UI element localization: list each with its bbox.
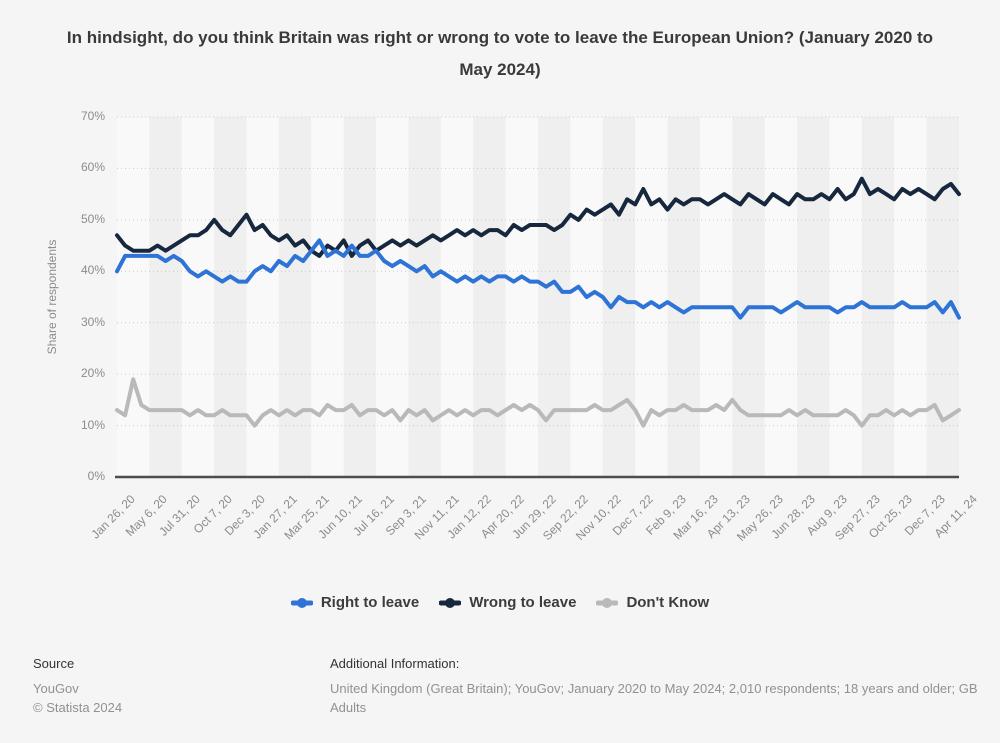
plot-band	[732, 117, 765, 477]
plot-band	[667, 117, 700, 477]
plot-band	[699, 117, 733, 477]
y-tick-label: 40%	[80, 263, 105, 278]
plot-band	[926, 117, 959, 477]
series-line-wrong-to-leave	[115, 176, 961, 258]
legend-item-right-to-leave: Right to leave	[290, 594, 420, 611]
plot-band	[473, 117, 506, 477]
plot-band	[278, 117, 312, 477]
plot-band	[181, 117, 215, 477]
legend-label-right-to-leave: Right to leave	[320, 594, 420, 611]
legend-label-wrong-to-leave: Wrong to leave	[469, 594, 577, 611]
additional-information-text: United Kingdom (Great Britain); YouGov; …	[330, 681, 978, 715]
series-line-don-t-know	[115, 377, 961, 428]
legend-marker-dont-know-icon	[596, 597, 619, 608]
source-label: Source	[33, 656, 75, 671]
legend: Right to leave Wrong to leave Don't Know	[0, 594, 1000, 611]
y-tick-label: 20%	[80, 366, 105, 381]
y-tick-label: 30%	[80, 314, 105, 329]
plot-band	[829, 117, 862, 477]
plot-band	[311, 117, 344, 477]
source-name: YouGov	[33, 681, 79, 696]
legend-label-dont-know: Don't Know	[626, 594, 710, 611]
plot-band	[343, 117, 377, 477]
y-tick-label: 70%	[80, 109, 105, 123]
plot-band	[764, 117, 798, 477]
y-tick-label: 60%	[80, 160, 105, 175]
footer: Source YouGov © Statista 2024 Additional…	[33, 656, 985, 717]
legend-item-wrong-to-leave: Wrong to leave	[439, 594, 576, 611]
plot-band	[117, 117, 150, 477]
plot-band	[538, 117, 571, 477]
y-tick-label: 10%	[80, 417, 105, 432]
plot-band	[408, 117, 441, 477]
y-axis-title: Share of respondents	[45, 239, 59, 355]
source-block: Source YouGov © Statista 2024	[33, 656, 330, 717]
legend-marker-wrong-to-leave-icon	[439, 597, 462, 608]
additional-information-label: Additional Information:	[330, 656, 460, 671]
plot-band	[149, 117, 182, 477]
legend-marker-right-to-leave-icon	[290, 597, 313, 608]
plot-band	[861, 117, 895, 477]
copyright: © Statista 2024	[33, 700, 123, 715]
plot-band	[376, 117, 409, 477]
plot-band	[894, 117, 927, 477]
plot-band	[797, 117, 830, 477]
chart-title: In hindsight, do you think Britain was r…	[66, 28, 934, 79]
plot-band	[214, 117, 247, 477]
legend-item-dont-know: Don't Know	[596, 594, 709, 611]
series-line-right-to-leave	[115, 238, 961, 320]
y-tick-label: 50%	[80, 211, 105, 226]
plot-band	[505, 117, 538, 477]
y-tick-label: 0%	[87, 469, 105, 483]
additional-information-block: Additional Information: United Kingdom (…	[330, 656, 985, 717]
plot-band	[440, 117, 474, 477]
